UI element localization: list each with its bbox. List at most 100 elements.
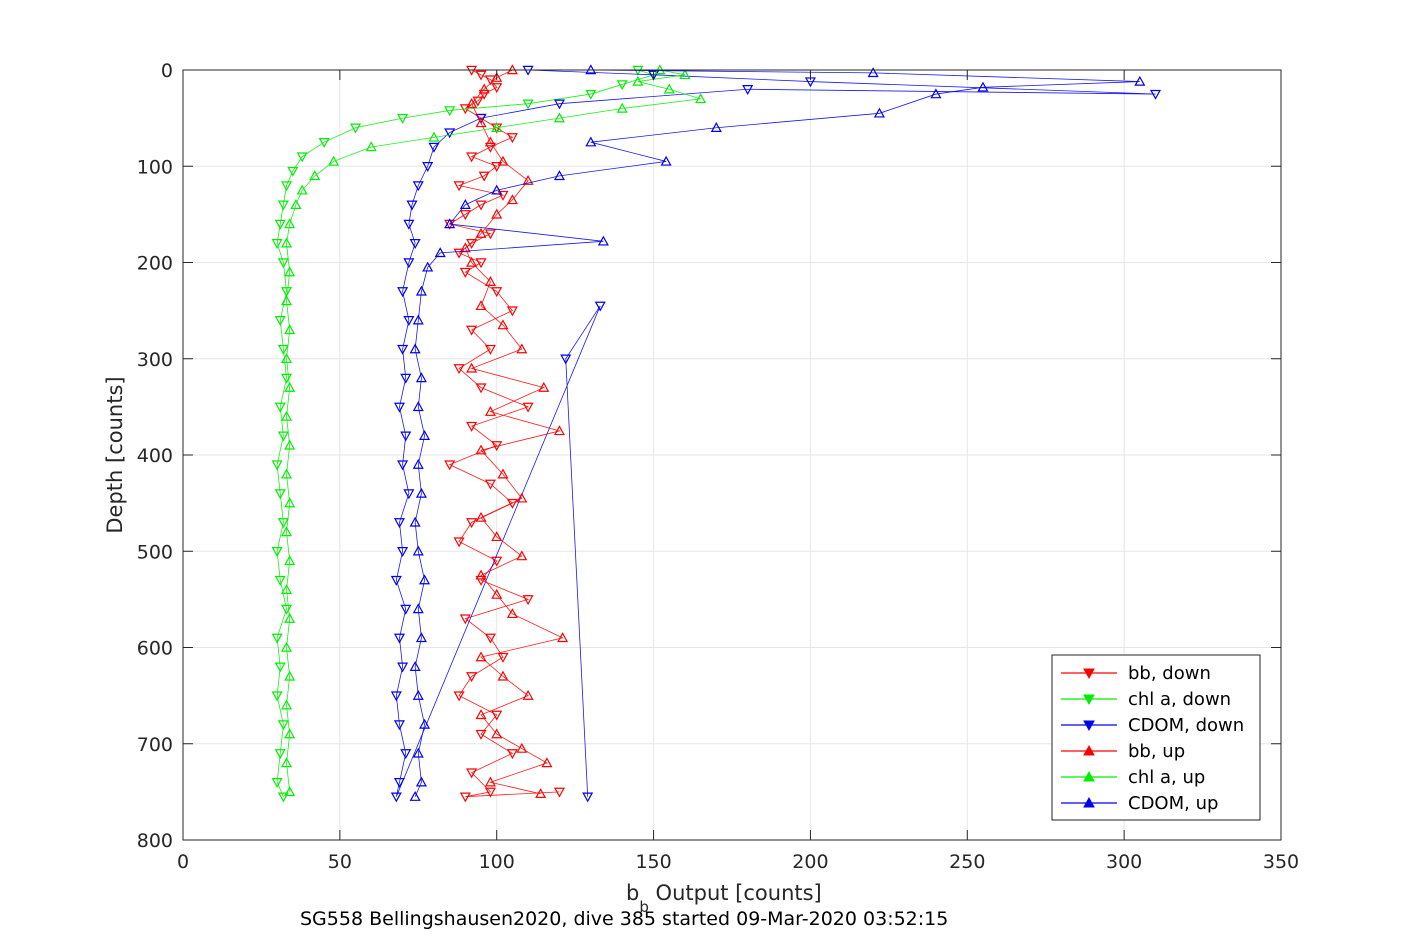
data-point	[271, 778, 283, 788]
data-point	[284, 555, 296, 566]
data-point	[522, 402, 534, 413]
data-point	[472, 96, 484, 107]
legend-marker	[1083, 694, 1095, 706]
data-point	[535, 788, 547, 799]
data-point	[585, 89, 597, 100]
data-point	[281, 237, 293, 248]
data-point	[484, 276, 496, 286]
data-point	[466, 97, 478, 108]
data-point	[412, 401, 424, 412]
data-point	[403, 258, 415, 269]
data-point	[309, 170, 321, 181]
data-point	[582, 792, 594, 803]
data-point	[459, 614, 471, 625]
data-point	[516, 492, 528, 503]
data-point	[444, 460, 456, 471]
data-point	[873, 107, 885, 118]
data-point	[393, 518, 405, 529]
legend-label: chl a, up	[1128, 767, 1205, 788]
data-point	[522, 595, 534, 606]
data-point	[397, 113, 409, 124]
data-point	[560, 354, 572, 365]
data-point	[393, 633, 405, 644]
data-point	[616, 80, 628, 91]
data-point	[281, 468, 293, 479]
data-point	[484, 229, 496, 240]
data-point	[428, 131, 440, 142]
data-point	[497, 319, 509, 330]
legend-marker	[1083, 744, 1095, 756]
data-point	[274, 749, 286, 760]
data-point	[277, 720, 289, 731]
data-point	[406, 200, 418, 211]
data-point	[484, 787, 496, 798]
data-point	[516, 343, 528, 354]
data-point	[466, 362, 478, 373]
x-tick-label: 100	[479, 851, 515, 873]
series-group	[459, 64, 569, 799]
data-point	[281, 641, 293, 652]
data-point	[491, 588, 503, 599]
x-tick-label: 150	[635, 851, 671, 873]
data-point	[585, 136, 597, 147]
data-point	[397, 287, 409, 298]
data-point	[459, 210, 471, 221]
series-line	[414, 69, 1140, 797]
data-point	[491, 83, 503, 94]
data-point	[475, 575, 487, 586]
data-point	[538, 381, 550, 392]
data-point	[594, 301, 606, 312]
x-axis-label-rest: Output [counts]	[649, 881, 822, 905]
series-line	[276, 69, 655, 797]
series-line	[286, 69, 701, 792]
x-axis-label-subscript: b	[639, 898, 649, 916]
data-point	[284, 497, 296, 508]
data-point	[491, 208, 503, 219]
data-point	[390, 691, 402, 702]
data-point	[930, 88, 942, 99]
data-point	[484, 633, 496, 644]
data-point	[516, 550, 528, 561]
data-point	[491, 287, 503, 298]
data-point	[459, 792, 471, 803]
data-point	[444, 106, 456, 117]
legend-marker	[1083, 668, 1095, 680]
data-point	[453, 537, 465, 548]
data-point	[428, 142, 440, 153]
data-point	[274, 575, 286, 586]
data-point	[497, 190, 509, 201]
data-point	[459, 242, 471, 253]
data-point	[415, 776, 427, 787]
data-point	[284, 728, 296, 739]
data-point	[281, 410, 293, 421]
legend-label: bb, up	[1128, 741, 1185, 762]
data-point	[478, 171, 490, 182]
data-point	[403, 489, 415, 500]
data-point	[284, 324, 296, 335]
x-tick-label: 350	[1263, 851, 1299, 873]
data-point	[271, 691, 283, 702]
data-point	[284, 612, 296, 623]
data-point	[415, 632, 427, 643]
data-point	[466, 768, 478, 779]
y-tick-label: 400	[137, 445, 173, 467]
legend-box	[1051, 654, 1261, 821]
data-point	[484, 479, 496, 490]
data-point	[497, 468, 509, 479]
data-point	[475, 511, 487, 522]
legend-label: bb, down	[1128, 663, 1211, 684]
data-point	[553, 99, 565, 110]
y-axis-ticks: 0 100 200 300 400 500 600 700 800	[137, 60, 1281, 852]
data-point	[390, 575, 402, 586]
series-line	[464, 69, 564, 795]
data-point	[977, 81, 989, 92]
series-group	[281, 64, 707, 797]
data-point	[475, 200, 487, 211]
data-point	[1134, 75, 1146, 86]
data-point	[506, 306, 518, 317]
data-point	[491, 162, 503, 172]
data-point	[412, 314, 424, 325]
data-point	[632, 75, 644, 86]
data-point	[393, 402, 405, 413]
data-point	[453, 364, 465, 375]
